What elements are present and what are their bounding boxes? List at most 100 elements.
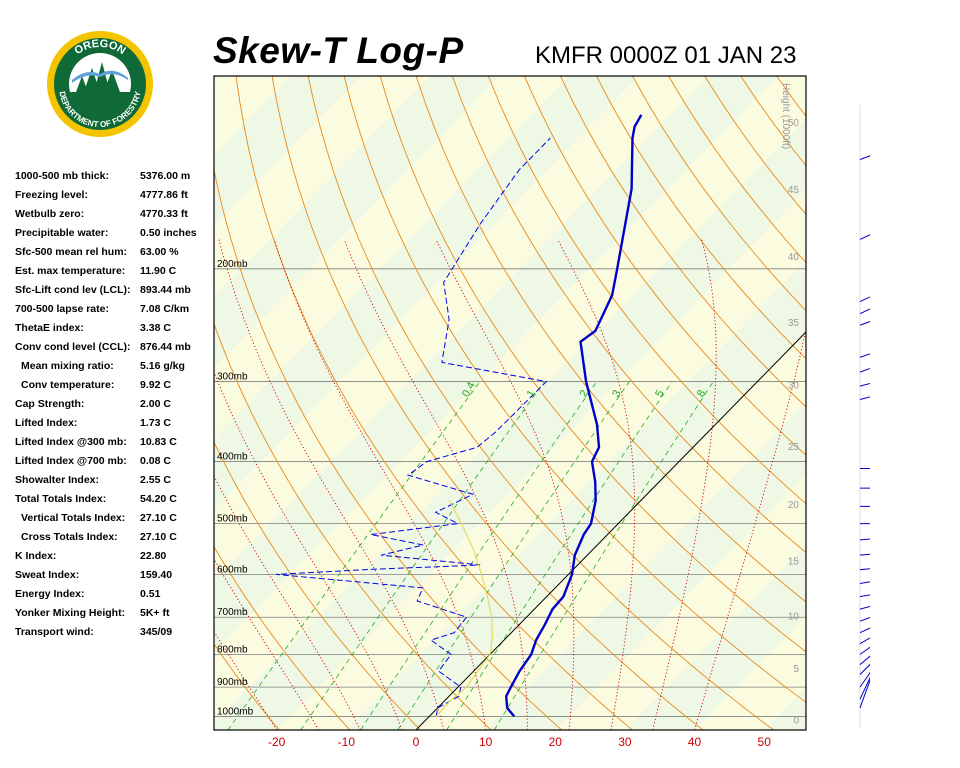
temperature-profile [504, 114, 643, 718]
wind-barb [859, 671, 870, 688]
temperature-band [214, 76, 500, 368]
index-label: Sfc-500 mean rel hum: [15, 246, 128, 258]
index-row: Showalter Index: 2.55 C [15, 472, 215, 491]
index-row: Lifted Index: 1.73 C [15, 415, 215, 434]
index-value: 1.73 C [140, 417, 171, 429]
wind-barb [859, 321, 870, 326]
index-label: 700-500 lapse rate: [15, 303, 109, 315]
index-label: Transport wind: [15, 626, 94, 638]
temperature-band [346, 260, 806, 730]
index-row: Energy Index: 0.51 [15, 586, 215, 605]
index-value: 27.10 C [140, 531, 177, 543]
height-axis-title: Height (1000ft) [780, 83, 791, 149]
mixing-ratio-label: 1 [525, 388, 538, 399]
height-tick-label: 5 [793, 664, 799, 675]
index-label: Yonker Mixing Height: [15, 607, 126, 619]
wind-barb [859, 676, 870, 700]
index-value: 27.10 C [140, 512, 177, 524]
dry-adiabat [379, 76, 806, 653]
moist-adiabat [557, 239, 636, 730]
temperature-band [485, 403, 806, 730]
mixing-ratio-line [397, 381, 630, 730]
index-value: 159.40 [140, 569, 173, 581]
moist-adiabat [214, 558, 319, 730]
index-value: 2.55 C [140, 474, 171, 486]
index-row: Est. max temperature: 11.90 C [15, 263, 215, 282]
dry-adiabat [271, 76, 704, 730]
mixing-ratio-label: 2 [578, 388, 591, 399]
index-value: 11.90 C [140, 265, 177, 277]
skewt-diagram: 200mb 300mb 400mb 500mb 600mb 700mb 800mb 900mb… [213, 75, 870, 749]
pressure-label: 900mb [217, 677, 248, 688]
wind-barb [860, 487, 870, 489]
wind-barb [859, 155, 870, 160]
index-row: K Index: 22.80 [15, 548, 215, 567]
dry-adiabat [343, 76, 806, 703]
moist-adiabat [435, 239, 575, 730]
stability-indices-panel: 1000-500 mb thick: 5376.00 m Freezing leve… [15, 168, 215, 643]
dry-adiabat [214, 545, 351, 730]
index-row: Lifted Index @700 mb: 0.08 C [15, 453, 215, 472]
wind-barb [859, 367, 870, 373]
pressure-label: 800mb [217, 644, 248, 655]
index-label: Vertical Totals Index: [21, 512, 126, 524]
index-value: 5K+ ft [140, 607, 170, 619]
mixing-ratio-line [227, 381, 481, 730]
index-row: 700-500 lapse rate: 7.08 C/km [15, 301, 215, 320]
height-tick-label: 45 [788, 185, 800, 196]
temperature-tick-label: -20 [268, 735, 286, 749]
wind-barb [859, 646, 870, 655]
zero-isotherm [415, 331, 806, 730]
dewpoint-profile [275, 137, 551, 717]
logo-top-text: OREGON [72, 38, 127, 57]
dry-adiabat [596, 76, 806, 360]
index-row: Yonker Mixing Height: 5K+ ft [15, 605, 215, 624]
index-label: Energy Index: [15, 588, 85, 600]
wind-barb [860, 467, 870, 469]
index-value: 2.00 C [140, 398, 171, 410]
index-label: ThetaE index: [15, 322, 84, 334]
wind-barb [859, 616, 870, 622]
temperature-tick-label: 20 [549, 735, 563, 749]
svg-text:OREGON: OREGON [72, 38, 127, 57]
temperature-tick-label: 0 [413, 735, 420, 749]
pressure-label: 500mb [217, 514, 248, 525]
temperature-tick-label: -10 [338, 735, 356, 749]
index-row: Sfc-Lift cond lev (LCL): 893.44 mb [15, 282, 215, 301]
oregon-forestry-logo: OREGON DEPARTMENT OF FORESTRY [47, 31, 153, 137]
index-row: Wetbulb zero: 4770.33 ft [15, 206, 215, 225]
index-label: Sweat Index: [15, 569, 80, 581]
temperature-band [214, 76, 639, 510]
index-row: Conv cond level (CCL): 876.44 mb [15, 339, 215, 358]
mixing-ratio-line [446, 381, 673, 730]
index-label: Cross Totals Index: [21, 531, 118, 543]
index-value: 7.08 C/km [140, 303, 190, 315]
index-value: 5.16 g/kg [140, 360, 185, 372]
wind-barb [859, 568, 870, 571]
height-tick-label: 30 [788, 380, 800, 391]
index-label: Lifted Index @300 mb: [15, 436, 127, 448]
index-row: Transport wind: 345/09 [15, 624, 215, 643]
wind-barb [859, 382, 870, 387]
index-row: Mean mixing ratio: 5.16 g/kg [15, 358, 215, 377]
temperature-tick-label: 30 [618, 735, 632, 749]
mixing-ratio-line [300, 381, 545, 730]
index-row: Conv temperature: 9.92 C [15, 377, 215, 396]
moist-adiabat [273, 239, 487, 730]
temperature-band [214, 76, 361, 226]
height-tick-label: 20 [788, 500, 800, 511]
index-value: 0.08 C [140, 455, 171, 467]
dry-adiabat [214, 643, 280, 730]
index-label: Conv temperature: [21, 379, 115, 391]
wind-barb [859, 308, 870, 315]
index-value: 22.80 [140, 550, 167, 562]
index-row: ThetaE index: 3.38 C [15, 320, 215, 339]
index-value: 54.20 C [140, 493, 177, 505]
pressure-label: 200mb [217, 259, 248, 270]
index-label: Precipitable water: [15, 227, 109, 239]
wind-barb [860, 505, 870, 507]
index-value: 9.92 C [140, 379, 171, 391]
index-value: 876.44 mb [140, 341, 191, 353]
index-value: 4770.33 ft [140, 208, 188, 220]
temperature-tick-label: 50 [758, 735, 772, 749]
